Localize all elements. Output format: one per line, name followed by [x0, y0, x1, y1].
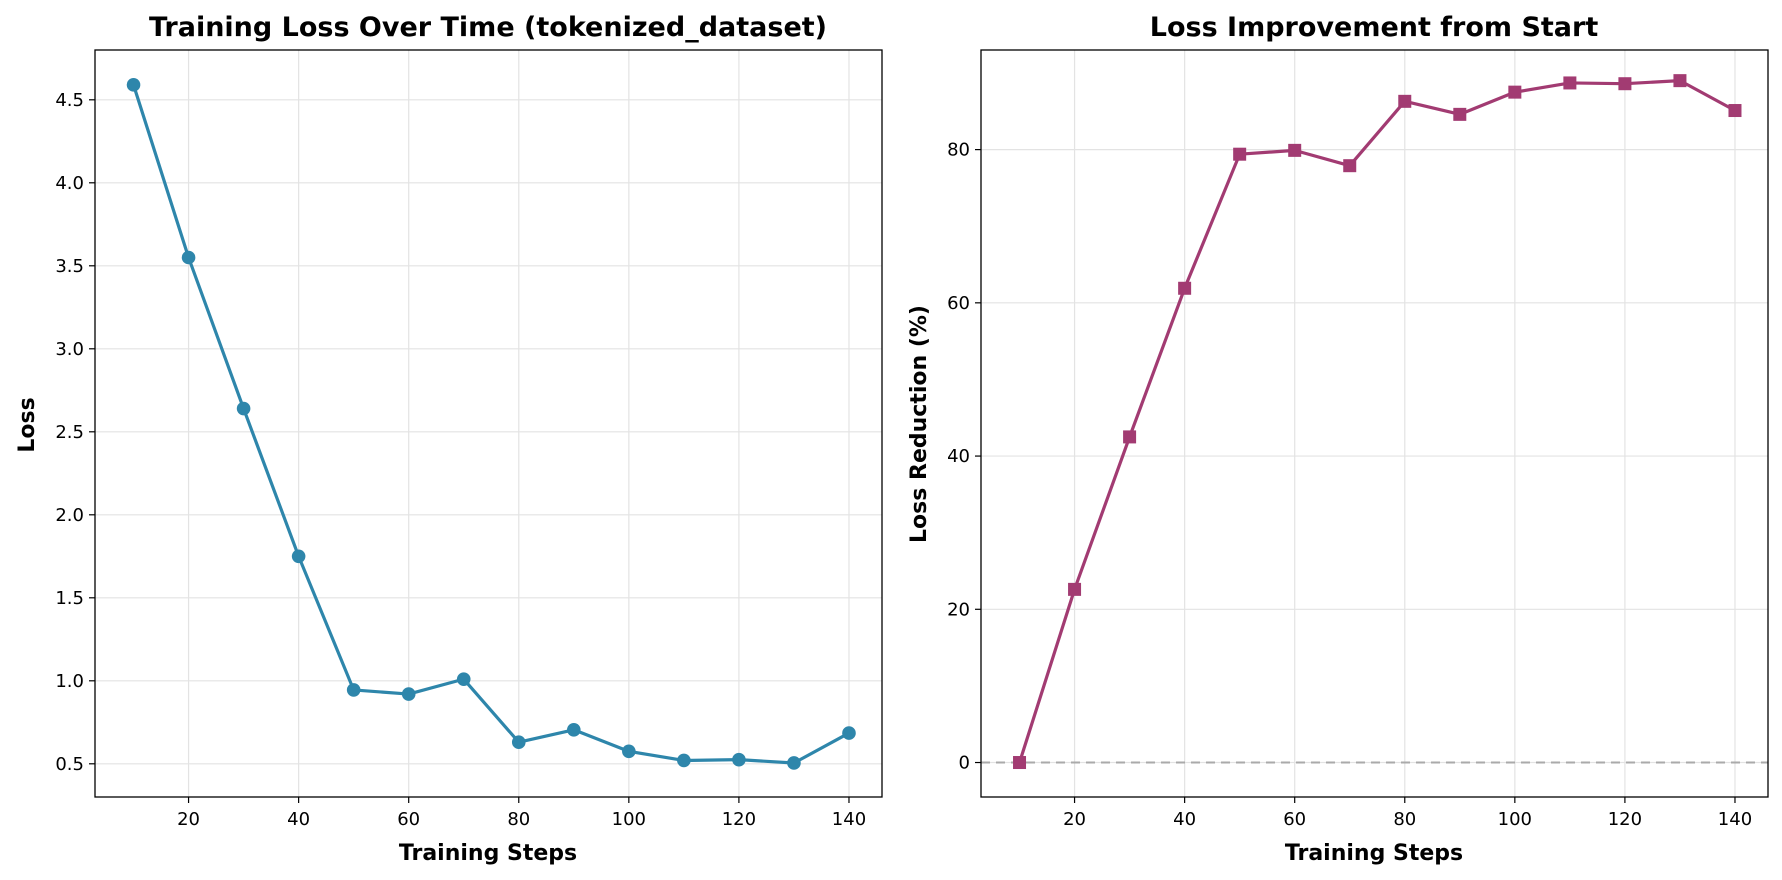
- plot-frame: [94, 49, 883, 798]
- x-tick-label: 40: [1173, 809, 1196, 830]
- x-tick-label: 40: [287, 809, 310, 830]
- x-tick-label: 100: [612, 809, 646, 830]
- data-point: [291, 549, 306, 564]
- data-point: [1508, 85, 1522, 99]
- x-tick-label: 120: [1608, 809, 1642, 830]
- data-point: [567, 722, 581, 737]
- data-point: [346, 683, 361, 697]
- data-point: [732, 752, 746, 767]
- data-point: [511, 735, 526, 750]
- y-tick-label: 40: [947, 446, 970, 467]
- data-point: [677, 753, 691, 768]
- y-axis-label: Loss Reduction (%): [907, 305, 932, 543]
- x-tick-label: 120: [722, 809, 756, 830]
- y-tick-label: 1.0: [55, 671, 84, 692]
- series-line: [1017, 79, 1736, 764]
- x-tick-label: 100: [1498, 809, 1532, 830]
- data-point: [401, 687, 416, 701]
- y-tick-label: 3.0: [55, 339, 84, 360]
- data-point: [126, 78, 141, 92]
- data-point: [456, 672, 471, 686]
- chart-loss-panel: 20 40 60 80 100 120 140 0.5 1.0 1.5 2.0 2.5 3.0 3.5 4.…: [15, 12, 883, 866]
- data-point: [842, 726, 856, 740]
- x-axis-label: Training Steps: [1285, 841, 1463, 866]
- data-point: [1563, 76, 1577, 90]
- y-tick-label: 0.5: [55, 754, 84, 775]
- data-point: [1013, 756, 1027, 770]
- data-point: [1453, 107, 1467, 121]
- chart-improvement-panel: 20 40 60 80 100 120 140 0 20 40 60 80 Loss Improvem…: [907, 12, 1769, 866]
- chart-title: Loss Improvement from Start: [1150, 12, 1599, 43]
- data-point: [622, 744, 636, 759]
- x-tick-label: 80: [507, 809, 530, 830]
- y-tick-label: 3.5: [55, 256, 84, 277]
- data-point: [1398, 94, 1412, 108]
- y-axis-label: Loss: [15, 397, 40, 452]
- data-point: [1068, 582, 1082, 596]
- data-point: [236, 401, 251, 416]
- data-point: [1343, 159, 1357, 173]
- x-tick-label: 140: [832, 809, 866, 830]
- y-tick-label: 4.0: [55, 173, 84, 194]
- x-tick-label: 60: [397, 809, 420, 830]
- data-point: [1728, 104, 1742, 118]
- x-tick-label: 140: [1718, 809, 1752, 830]
- y-tick-label: 20: [947, 599, 970, 620]
- y-tick-label: 0: [959, 753, 970, 774]
- x-axis-label: Training Steps: [399, 841, 577, 866]
- x-tick-label: 20: [177, 809, 200, 830]
- data-point: [1178, 281, 1192, 295]
- x-tick-label: 80: [1393, 809, 1416, 830]
- x-tick-label: 20: [1063, 809, 1086, 830]
- y-tick-label: 60: [947, 293, 970, 314]
- data-point: [1233, 147, 1247, 161]
- y-tick-label: 2.0: [55, 505, 84, 526]
- x-tick-label: 60: [1283, 809, 1306, 830]
- data-point: [1123, 430, 1137, 444]
- data-point: [1618, 77, 1632, 91]
- data-point: [181, 250, 196, 265]
- y-tick-label: 1.5: [55, 588, 84, 609]
- y-tick-label: 80: [947, 140, 970, 161]
- data-point: [1673, 74, 1687, 88]
- data-point: [787, 756, 801, 770]
- y-tick-label: 4.5: [55, 90, 84, 111]
- chart-title: Training Loss Over Time (tokenized_datas…: [149, 12, 827, 43]
- data-point: [1288, 143, 1302, 157]
- y-tick-label: 2.5: [55, 422, 84, 443]
- plot-frame: [980, 49, 1769, 798]
- series-line: [131, 84, 850, 765]
